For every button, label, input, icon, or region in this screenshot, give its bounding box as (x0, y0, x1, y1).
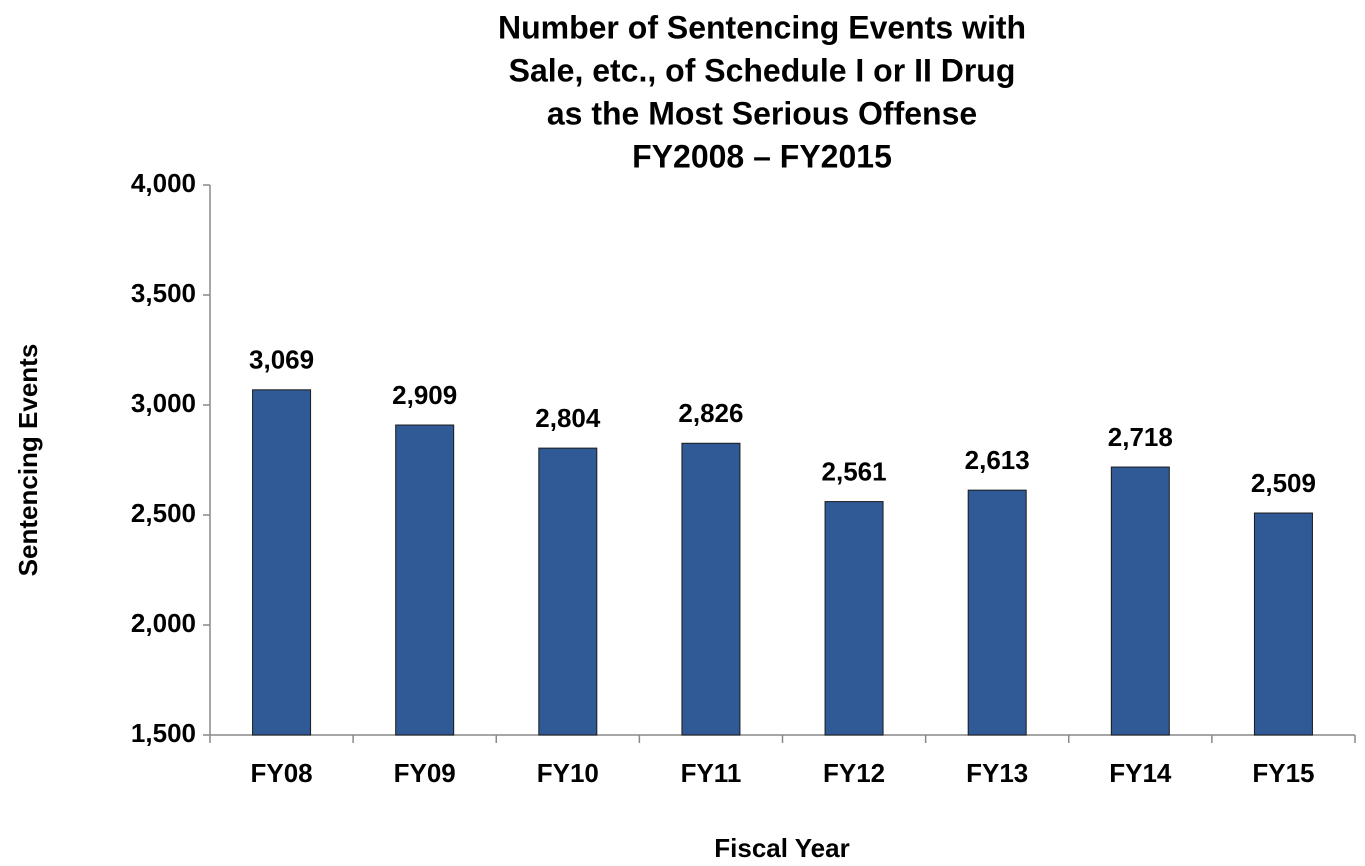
bar (252, 389, 312, 736)
chart-title: as the Most Serious Offense (547, 95, 977, 131)
chart-title: Number of Sentencing Events with (498, 9, 1026, 45)
x-tick-label: FY12 (823, 758, 885, 788)
y-tick-label: 1,500 (131, 718, 196, 748)
bar (967, 489, 1027, 736)
y-tick-label: 2,000 (131, 608, 196, 638)
y-tick-label: 3,000 (131, 388, 196, 418)
data-label: 2,909 (392, 380, 457, 410)
x-tick-label: FY08 (250, 758, 312, 788)
data-label: 2,826 (678, 398, 743, 428)
bar (538, 447, 598, 736)
y-tick-label: 2,500 (131, 498, 196, 528)
x-tick-label: FY09 (394, 758, 456, 788)
y-tick-label: 4,000 (131, 168, 196, 198)
x-axis-label: Fiscal Year (714, 833, 849, 863)
data-label: 3,069 (249, 345, 314, 375)
data-label: 2,718 (1108, 422, 1173, 452)
x-tick-label: FY11 (681, 758, 742, 788)
x-tick-label: FY13 (966, 758, 1028, 788)
data-label: 2,561 (822, 456, 887, 486)
x-tick-label: FY14 (1109, 758, 1172, 788)
y-tick-label: 3,500 (131, 278, 196, 308)
chart-title: Sale, etc., of Schedule I or II Drug (509, 52, 1016, 88)
x-tick-label: FY15 (1252, 758, 1314, 788)
bar (824, 501, 884, 736)
data-label: 2,804 (535, 403, 601, 433)
data-label: 2,613 (965, 445, 1030, 475)
bar (395, 424, 455, 736)
chart-title: FY2008 – FY2015 (632, 138, 892, 174)
data-label: 2,509 (1251, 468, 1316, 498)
bar (1110, 466, 1170, 736)
y-axis-label: Sentencing Events (13, 344, 43, 577)
bar (681, 442, 741, 736)
bar (1253, 512, 1313, 736)
x-tick-label: FY10 (537, 758, 599, 788)
